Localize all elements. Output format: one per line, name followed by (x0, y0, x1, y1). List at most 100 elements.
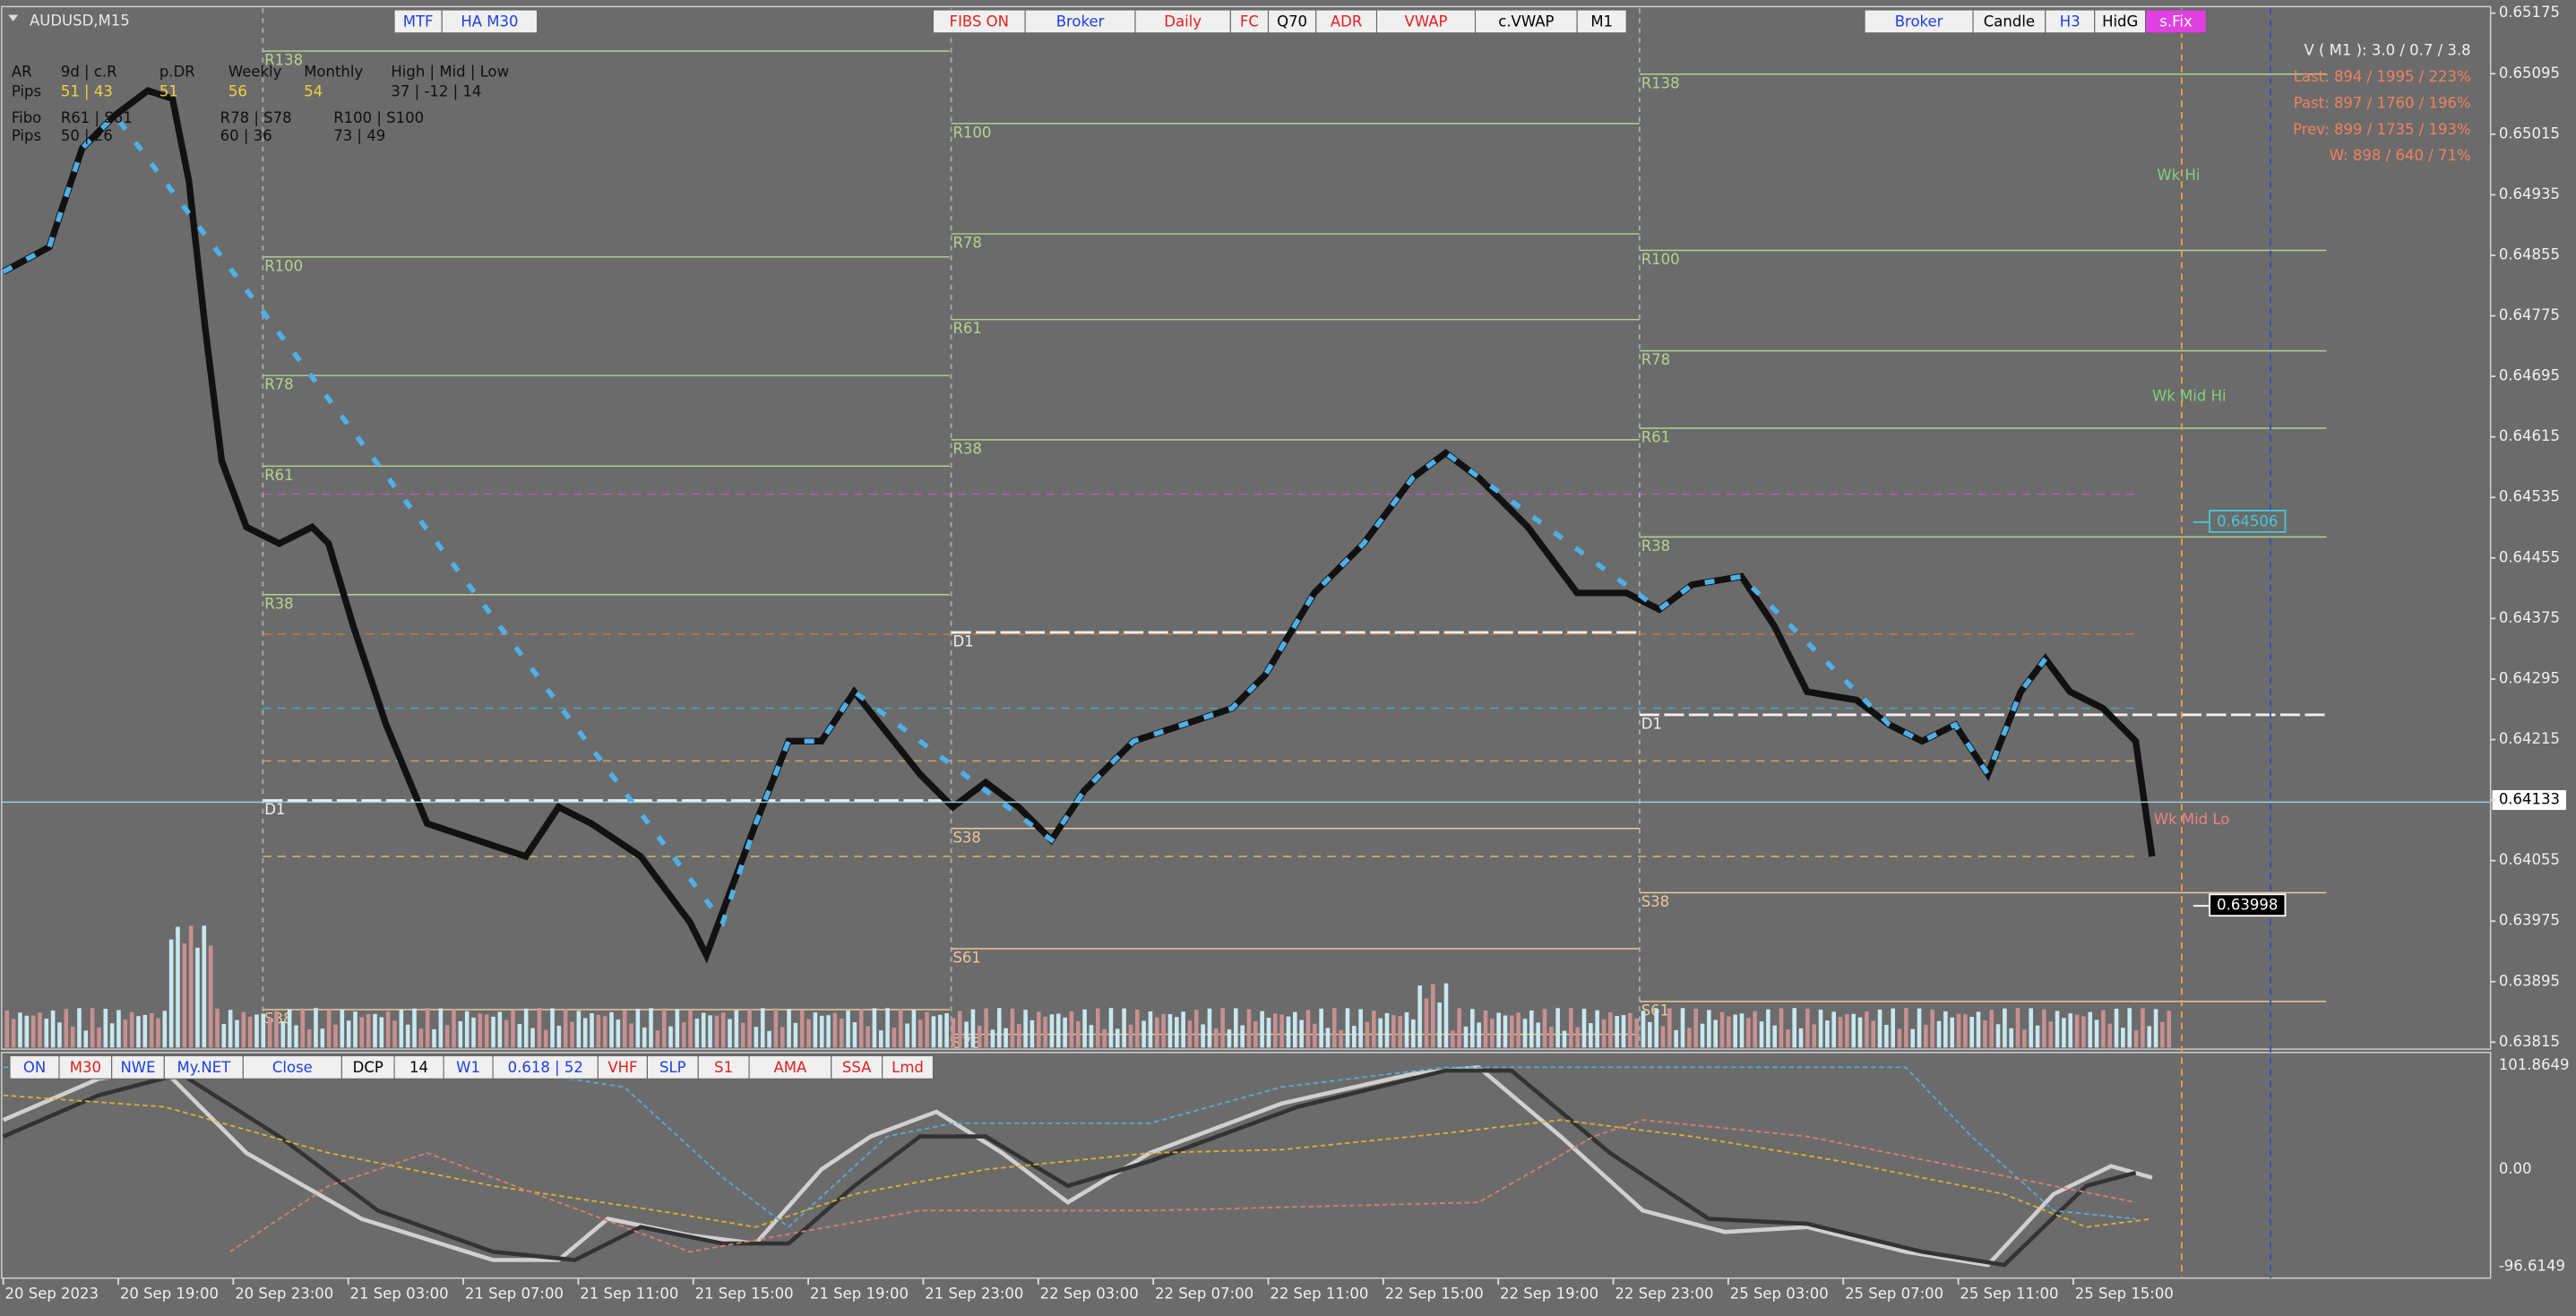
button[interactable] (340, 1054, 395, 1079)
button-label[interactable]: ON (23, 1059, 46, 1076)
button-label[interactable]: Close (272, 1059, 313, 1076)
volume-bar (2101, 1010, 2106, 1048)
button[interactable] (1315, 9, 1378, 34)
button-label[interactable]: S1 (714, 1059, 733, 1076)
button-label[interactable]: MTF (403, 13, 434, 30)
time-axis-label: 25 Sep 11:00 (1960, 1286, 2058, 1303)
menu-arrow[interactable] (8, 14, 19, 22)
button-label[interactable]: 14 (409, 1059, 428, 1076)
volume-bar (1220, 1008, 1225, 1048)
button-label[interactable]: 0.618 | 52 (508, 1059, 583, 1076)
button-label[interactable]: SSA (842, 1059, 872, 1076)
button-label[interactable]: s.Fix (2159, 13, 2193, 30)
volume-bar (1792, 1008, 1796, 1048)
button[interactable] (2145, 9, 2208, 34)
button[interactable] (1267, 9, 1317, 34)
button[interactable] (882, 1054, 935, 1079)
volume-bar (452, 1009, 456, 1048)
volume-bar (1030, 1019, 1035, 1048)
button[interactable] (1864, 9, 1974, 34)
volume-bar (1279, 1014, 1284, 1048)
button[interactable] (932, 9, 1026, 34)
volume-bar (504, 1019, 509, 1048)
button[interactable] (441, 9, 538, 34)
button-label[interactable]: c.VWAP (1498, 13, 1554, 30)
button[interactable] (111, 1054, 165, 1079)
button-label[interactable]: M1 (1590, 13, 1613, 30)
button[interactable] (1134, 9, 1231, 34)
volume-bar (602, 1016, 607, 1048)
button-label[interactable]: FIBS ON (950, 13, 1009, 30)
button[interactable] (1972, 9, 2046, 34)
button-label[interactable]: Candle (1984, 13, 2035, 30)
volume-bar (1102, 1028, 1107, 1048)
button-label[interactable]: FC (1240, 13, 1259, 30)
volume-bar (1398, 1016, 1402, 1048)
volume-bar (280, 1021, 286, 1048)
volume-bar (1477, 1022, 1481, 1048)
volume-bar (852, 1022, 857, 1048)
volume-bar (1154, 1017, 1159, 1048)
volume-bar (1884, 1024, 1889, 1048)
button-label[interactable]: SLP (659, 1059, 686, 1076)
button[interactable] (831, 1054, 883, 1079)
button[interactable] (443, 1054, 494, 1079)
volume-bar (30, 1015, 36, 1048)
fib-label: D1 (952, 633, 973, 650)
button[interactable] (492, 1054, 599, 1079)
volume-bar (576, 1011, 582, 1048)
info-cell: R78 | S78 (220, 109, 292, 126)
button-label[interactable]: M30 (70, 1059, 101, 1076)
time-axis-label: 20 Sep 23:00 (235, 1286, 333, 1303)
button-label[interactable]: VHF (607, 1059, 637, 1076)
volume-bar (109, 1023, 115, 1048)
volume-bar (1332, 1008, 1337, 1048)
time-axis-label: 22 Sep 03:00 (1040, 1286, 1139, 1303)
volume-bar (1733, 1014, 1737, 1048)
volume-bar (1075, 1020, 1081, 1048)
button-label[interactable]: NWE (120, 1059, 155, 1076)
volume-bar (701, 1012, 706, 1048)
volume-bar (168, 939, 174, 1048)
button[interactable] (2045, 9, 2096, 34)
button[interactable] (748, 1054, 832, 1079)
button[interactable] (597, 1054, 648, 1079)
button-label[interactable]: HidG (2102, 13, 2138, 30)
button-label[interactable]: ADR (1331, 13, 1362, 30)
button-label[interactable]: My.NET (177, 1059, 232, 1076)
button-label[interactable]: W1 (456, 1059, 480, 1076)
volume-bar (1207, 1008, 1212, 1048)
button-label[interactable]: AMA (774, 1059, 807, 1076)
info-cell: Pips (12, 82, 41, 99)
button[interactable] (1024, 9, 1136, 34)
button-label[interactable]: DCP (353, 1059, 383, 1076)
osc-1 (2, 1064, 2153, 1268)
button[interactable] (242, 1054, 342, 1079)
volume-bar (2141, 1008, 2145, 1048)
button[interactable] (1576, 9, 1627, 34)
button-label[interactable]: HA M30 (461, 13, 518, 30)
volume-bar (2062, 1018, 2066, 1048)
button-label[interactable]: Daily (1164, 13, 1202, 30)
button[interactable] (58, 1054, 113, 1079)
indicator-axis-label: -96.6149 (2499, 1257, 2565, 1274)
button-label[interactable]: Lmd (892, 1059, 924, 1076)
button-label[interactable]: Q70 (1277, 13, 1307, 30)
volume-bar (491, 1016, 495, 1048)
button-label[interactable]: Broker (1895, 13, 1943, 30)
volume-bar (1976, 1011, 1981, 1048)
button[interactable] (1375, 9, 1477, 34)
volume-bar (176, 926, 180, 1048)
volume-bar (478, 1013, 483, 1048)
button-label[interactable]: VWAP (1405, 13, 1448, 30)
info-cell: 37 | -12 | 14 (391, 82, 481, 99)
volume-bar (1891, 1008, 1895, 1048)
button[interactable] (646, 1054, 699, 1079)
button-label[interactable]: Broker (1056, 13, 1105, 30)
volume-bar (2074, 1014, 2080, 1048)
button-label[interactable]: H3 (2060, 13, 2081, 30)
volume-bar (1148, 1011, 1153, 1048)
price-line (1, 87, 2156, 964)
button[interactable] (393, 1054, 444, 1079)
